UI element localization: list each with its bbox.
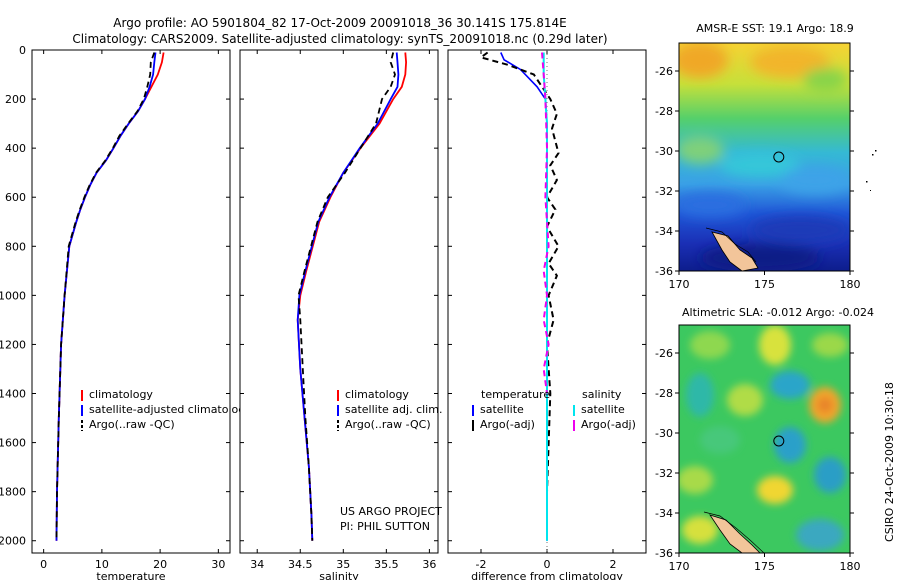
lat-tick-label: -34 — [655, 225, 673, 238]
x-tick-label: 2 — [610, 558, 617, 571]
legend-label: satellite — [480, 403, 524, 416]
legend-label: satellite — [581, 403, 625, 416]
lat-tick-label: -32 — [655, 185, 673, 198]
salinity-profile-panel: 34 34.5 35 35.5 36 salinity climatology satelli… — [239, 49, 442, 580]
sla-argo-position-marker — [773, 435, 785, 447]
legend-label: climatology — [345, 388, 409, 401]
depth-tick-label: 1200 — [0, 338, 26, 351]
depth-tick-label: 1800 — [0, 486, 26, 499]
legend-heading: salinity — [582, 388, 622, 401]
x-tick-label: 0 — [544, 558, 551, 571]
lat-tick-label: -36 — [655, 265, 673, 278]
temperature-plot-frame — [31, 49, 231, 554]
legend-label: satellite adj. clim. — [345, 403, 442, 416]
depth-tick-label: 1000 — [0, 289, 26, 302]
lat-tick-label: -30 — [655, 427, 673, 440]
temperature-series-line — [55, 52, 156, 541]
lat-tick-label: -36 — [655, 547, 673, 560]
lat-tick-label: -26 — [655, 65, 673, 78]
depth-tick-label: 200 — [5, 93, 26, 106]
depth-tick-label: 400 — [5, 142, 26, 155]
salinity-series-line — [296, 52, 400, 541]
depth-tick-label: 800 — [5, 240, 26, 253]
x-tick-label: 35 — [336, 558, 350, 571]
figure-title-line2: Climatology: CARS2009. Satellite-adjuste… — [72, 32, 607, 46]
x-tick-label: 35.5 — [374, 558, 399, 571]
salinity-series-line — [297, 52, 396, 541]
x-tick-label: 0 — [40, 558, 47, 571]
lon-tick-label: 170 — [669, 278, 690, 291]
sla-map: Altimetric SLA: -0.012 Argo: -0.024 — [655, 306, 874, 573]
sst-map: AMSR-E SST: 19.1 Argo: 18.9 170 175 180 -26… — [655, 22, 877, 291]
lon-tick-label: 180 — [840, 278, 861, 291]
lon-tick-label: 175 — [754, 560, 775, 573]
depth-tick-label: 2000 — [0, 535, 26, 548]
lon-tick-label: 175 — [754, 278, 775, 291]
legend-label: satellite-adjusted climatology — [89, 403, 252, 416]
salinity-plot-frame — [239, 49, 439, 554]
sla-map-field — [679, 325, 850, 553]
difference-series-line — [541, 52, 550, 394]
timestamp-side-label: CSIRO 24-Oct-2009 10:30:18 — [883, 382, 896, 542]
lat-tick-label: -30 — [655, 145, 673, 158]
sst-map-field — [679, 43, 850, 271]
figure-title-line1: Argo profile: AO 5901804_82 17-Oct-2009 … — [113, 16, 566, 30]
sst-map-title: AMSR-E SST: 19.1 Argo: 18.9 — [696, 22, 854, 35]
depth-tick-label: 0 — [19, 44, 26, 57]
project-name: US ARGO PROJECT — [340, 505, 442, 518]
x-tick-label: 10 — [95, 558, 109, 571]
temperature-axis-label: temperature — [96, 570, 165, 580]
legend-label: climatology — [89, 388, 153, 401]
lat-tick-label: -34 — [655, 507, 673, 520]
lat-tick-label: -32 — [655, 467, 673, 480]
sst-argo-position-marker — [773, 151, 785, 163]
legend-heading: temperature — [481, 388, 550, 401]
depth-tick-label: 1600 — [0, 437, 26, 450]
x-tick-label: 36 — [422, 558, 436, 571]
legend-label: Argo(-adj) — [480, 418, 535, 431]
difference-axis-label: difference from climatology — [471, 570, 623, 580]
depth-tick-label: 600 — [5, 191, 26, 204]
x-tick-label: -2 — [476, 558, 487, 571]
temperature-profile-panel: 0 200 400 600 800 1000 1200 1400 1600 1800 2000 0 10… — [0, 44, 252, 580]
lat-tick-label: -26 — [655, 347, 673, 360]
lat-tick-label: -28 — [655, 105, 673, 118]
legend-label: Argo(..raw -QC) — [89, 418, 175, 431]
depth-tick-label: 1400 — [0, 388, 26, 401]
legend-label: Argo(..raw -QC) — [345, 418, 431, 431]
x-tick-label: 30 — [211, 558, 225, 571]
lon-tick-label: 180 — [840, 560, 861, 573]
salinity-axis-label: salinity — [319, 570, 359, 580]
sla-map-title: Altimetric SLA: -0.012 Argo: -0.024 — [682, 306, 874, 319]
x-tick-label: 34 — [250, 558, 264, 571]
x-tick-label: 34.5 — [288, 558, 313, 571]
legend-label: Argo(-adj) — [581, 418, 636, 431]
x-tick-label: 20 — [153, 558, 167, 571]
principal-investigator: PI: PHIL SUTTON — [340, 520, 430, 533]
lat-tick-label: -28 — [655, 387, 673, 400]
lon-tick-label: 170 — [669, 560, 690, 573]
